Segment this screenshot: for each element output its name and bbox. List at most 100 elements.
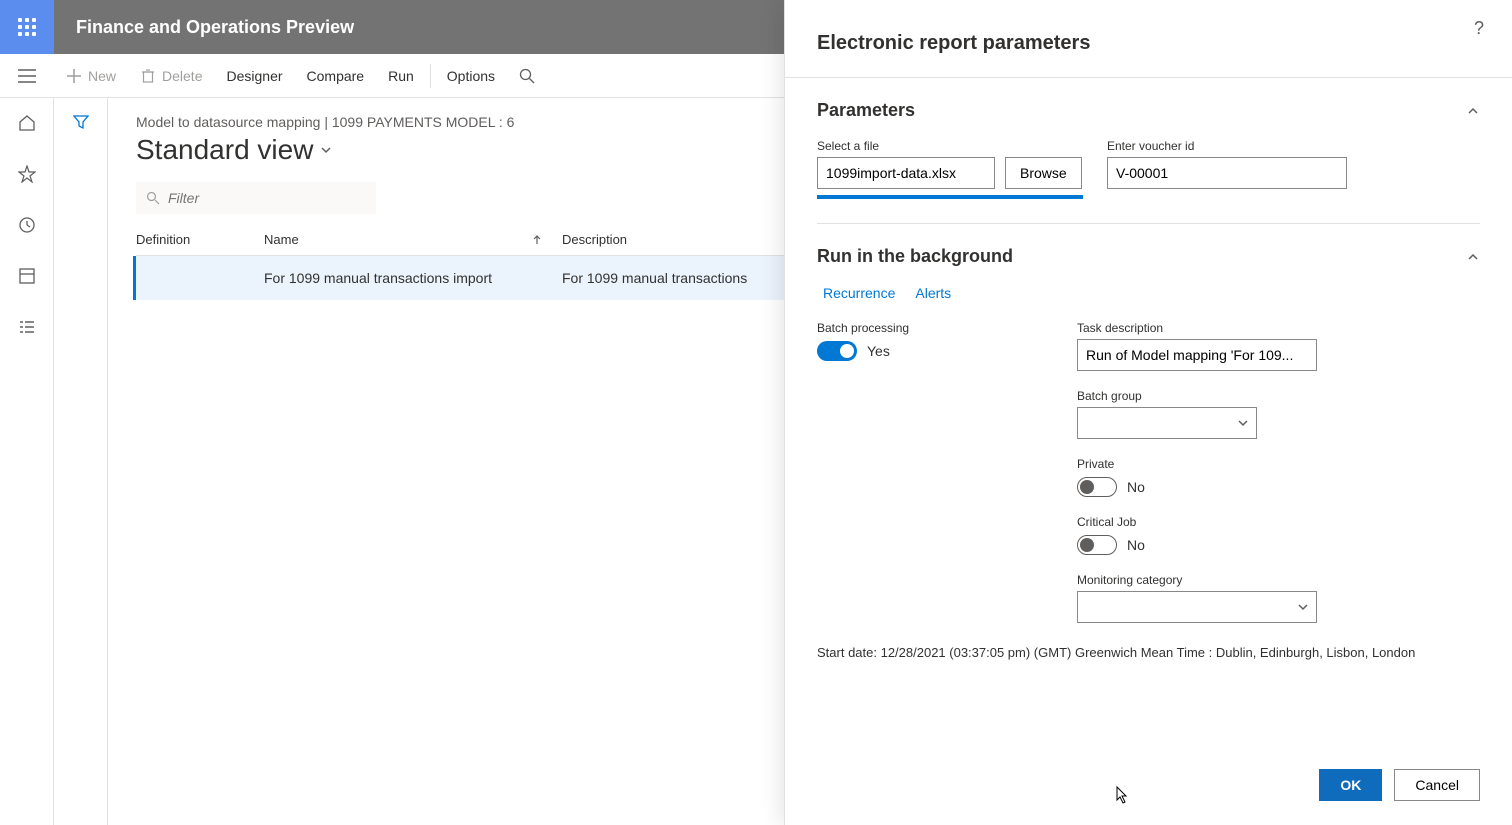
bg-right-col: Task description Batch group Private (1077, 321, 1480, 641)
col-name-header[interactable]: Name (264, 232, 562, 247)
search-icon (519, 68, 535, 84)
batch-processing-label: Batch processing (817, 321, 1037, 335)
batch-group-field: Batch group (1077, 389, 1480, 439)
recent-nav[interactable] (18, 216, 36, 239)
col-definition-header[interactable]: Definition (136, 232, 264, 247)
monitoring-select[interactable] (1077, 591, 1317, 623)
view-title-text: Standard view (136, 134, 313, 166)
new-button[interactable]: New (54, 54, 128, 98)
delete-button[interactable]: Delete (128, 54, 214, 98)
options-button[interactable]: Options (435, 54, 507, 98)
panel-header: Electronic report parameters (785, 0, 1512, 78)
bg-tab-links: Recurrence Alerts (817, 285, 1480, 301)
modules-icon (18, 318, 36, 336)
sort-up-icon (532, 235, 542, 245)
compare-button[interactable]: Compare (295, 54, 377, 98)
chevron-up-icon (1466, 250, 1480, 264)
waffle-icon (18, 18, 36, 36)
star-icon (18, 165, 36, 183)
recurrence-link[interactable]: Recurrence (823, 285, 895, 301)
critical-state: No (1127, 537, 1145, 553)
nav-toggle-button[interactable] (0, 69, 54, 83)
cell-name: For 1099 manual transactions import (264, 270, 562, 286)
parameters-title: Parameters (817, 100, 915, 121)
run-bg-section-header[interactable]: Run in the background (817, 246, 1480, 267)
file-input[interactable] (817, 157, 995, 189)
private-toggle-wrap: No (1077, 477, 1480, 497)
home-nav[interactable] (18, 114, 36, 137)
filter-input-wrap (136, 182, 376, 214)
run-background-section: Run in the background Recurrence Alerts … (817, 224, 1480, 660)
cursor-icon (1111, 785, 1131, 809)
parameters-panel: ? Electronic report parameters Parameter… (784, 0, 1512, 825)
filter-column (54, 98, 108, 825)
task-desc-input[interactable] (1077, 339, 1317, 371)
panel-body: Parameters Select a file Browse Enter vo… (785, 78, 1512, 749)
batch-processing-toggle[interactable] (817, 341, 857, 361)
compare-label: Compare (307, 68, 365, 84)
batch-processing-state: Yes (867, 343, 890, 359)
app-launcher-button[interactable] (0, 0, 54, 54)
private-label: Private (1077, 457, 1480, 471)
panel-title: Electronic report parameters (817, 32, 1090, 55)
bg-left-col: Batch processing Yes (817, 321, 1037, 641)
plus-icon (66, 68, 82, 84)
select-file-group: Select a file Browse (817, 139, 1083, 199)
critical-toggle-wrap: No (1077, 535, 1480, 555)
clock-icon (18, 216, 36, 234)
filter-pane-button[interactable] (73, 114, 89, 825)
browse-button[interactable]: Browse (1005, 157, 1082, 189)
alerts-link[interactable]: Alerts (915, 285, 951, 301)
parameters-section: Parameters Select a file Browse Enter vo… (817, 78, 1480, 199)
monitoring-label: Monitoring category (1077, 573, 1480, 587)
home-icon (18, 114, 36, 132)
funnel-icon (73, 114, 89, 130)
voucher-input[interactable] (1107, 157, 1347, 189)
private-toggle[interactable] (1077, 477, 1117, 497)
run-label: Run (388, 68, 414, 84)
left-nav-rail (0, 98, 54, 825)
monitoring-field: Monitoring category (1077, 573, 1480, 623)
search-icon (146, 191, 160, 205)
batch-group-label: Batch group (1077, 389, 1480, 403)
trash-icon (140, 68, 156, 84)
critical-toggle[interactable] (1077, 535, 1117, 555)
new-label: New (88, 68, 116, 84)
voucher-label: Enter voucher id (1107, 139, 1347, 153)
col-name-label: Name (264, 232, 299, 247)
hamburger-icon (18, 69, 36, 83)
run-button[interactable]: Run (376, 54, 426, 98)
parameters-section-header[interactable]: Parameters (817, 100, 1480, 121)
chevron-down-icon (319, 143, 333, 157)
start-date-text: Start date: 12/28/2021 (03:37:05 pm) (GM… (817, 645, 1480, 660)
private-state: No (1127, 479, 1145, 495)
search-button[interactable] (507, 68, 547, 84)
file-input-wrap: Browse (817, 157, 1083, 189)
voucher-group: Enter voucher id (1107, 139, 1347, 199)
monitoring-select-wrap (1077, 591, 1317, 623)
divider (430, 64, 431, 88)
upload-progress-bar (817, 195, 1083, 199)
favorites-nav[interactable] (18, 165, 36, 188)
delete-label: Delete (162, 68, 202, 84)
modules-nav[interactable] (18, 318, 36, 341)
params-row: Select a file Browse Enter voucher id (817, 139, 1480, 199)
bg-row: Batch processing Yes Task description Ba… (817, 321, 1480, 641)
cancel-button[interactable]: Cancel (1394, 769, 1480, 801)
help-button[interactable]: ? (1474, 18, 1484, 39)
workspace-icon (18, 267, 36, 285)
designer-button[interactable]: Designer (214, 54, 294, 98)
panel-footer: OK Cancel (785, 749, 1512, 825)
batch-group-select[interactable] (1077, 407, 1257, 439)
designer-label: Designer (226, 68, 282, 84)
batch-processing-toggle-wrap: Yes (817, 341, 1037, 361)
task-desc-label: Task description (1077, 321, 1480, 335)
batch-group-select-wrap (1077, 407, 1257, 439)
ok-button[interactable]: OK (1319, 769, 1382, 801)
chevron-up-icon (1466, 104, 1480, 118)
task-desc-field: Task description (1077, 321, 1480, 371)
workspaces-nav[interactable] (18, 267, 36, 290)
select-file-label: Select a file (817, 139, 1083, 153)
app-title: Finance and Operations Preview (76, 17, 354, 38)
filter-input[interactable] (168, 190, 366, 206)
